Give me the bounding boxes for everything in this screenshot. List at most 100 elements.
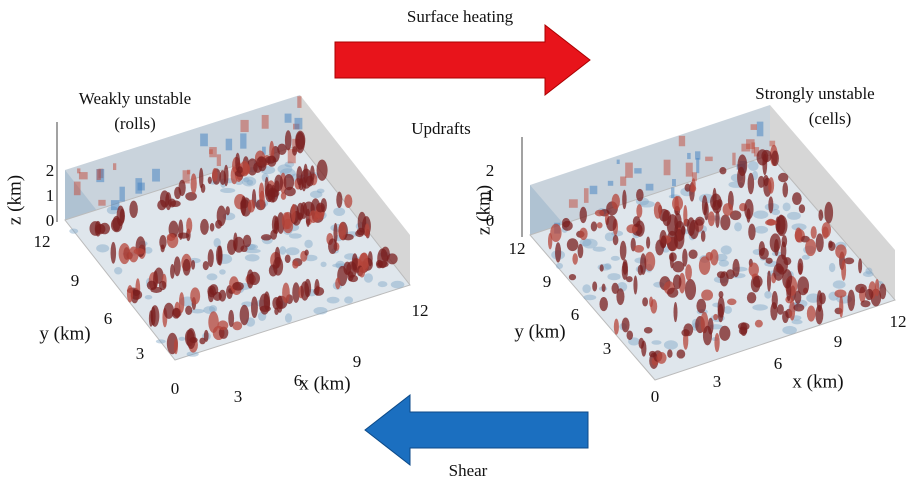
- wall-patch: [98, 199, 106, 206]
- x-tick-label: 9: [353, 352, 362, 371]
- updraft: [316, 159, 328, 181]
- updraft: [215, 219, 223, 229]
- blue-patch: [663, 340, 678, 350]
- updraft: [202, 260, 209, 271]
- updraft: [130, 289, 143, 300]
- updraft: [768, 196, 774, 214]
- updraft: [672, 196, 684, 212]
- updraft: [815, 305, 824, 325]
- updraft: [99, 222, 111, 235]
- updraft: [207, 285, 216, 298]
- updraft: [594, 209, 605, 217]
- updraft: [841, 259, 847, 281]
- z-axis-label: z (km): [473, 185, 494, 235]
- blue-patch: [279, 246, 287, 255]
- updraft: [380, 246, 390, 262]
- updraft: [792, 192, 802, 206]
- blue-patch: [155, 339, 166, 344]
- updraft: [684, 278, 697, 300]
- z-tick-label: 2: [486, 161, 495, 180]
- updraft: [847, 289, 856, 312]
- updraft: [351, 253, 358, 271]
- updraft: [173, 256, 181, 277]
- blue-patch: [377, 281, 388, 288]
- updraft: [669, 252, 674, 269]
- updraft: [240, 198, 249, 209]
- wall-patch: [671, 187, 675, 198]
- updraft: [684, 183, 691, 192]
- updraft: [719, 325, 731, 341]
- updraft: [656, 352, 667, 364]
- wall-patch: [137, 182, 145, 191]
- wall-patch: [696, 158, 700, 174]
- updraft: [209, 222, 215, 232]
- y-axis-label: y (km): [39, 323, 90, 344]
- blue-patch: [213, 237, 221, 248]
- updraft: [702, 325, 713, 346]
- wall-patch: [96, 169, 101, 180]
- blue-patch: [363, 273, 373, 283]
- wall-patch: [678, 135, 686, 147]
- updraft: [722, 203, 733, 216]
- blue-patch: [288, 233, 302, 239]
- updraft: [274, 174, 284, 192]
- updraft: [771, 290, 778, 310]
- updraft: [748, 223, 756, 241]
- wall-patch: [687, 152, 691, 160]
- updraft: [248, 271, 261, 286]
- updraft: [688, 249, 698, 260]
- updraft: [185, 305, 193, 315]
- updraft: [633, 275, 638, 295]
- blue-patch: [333, 207, 346, 217]
- blue-patch: [723, 306, 732, 314]
- wall-patch: [119, 186, 125, 202]
- updraft: [356, 227, 365, 236]
- wall-patch: [294, 117, 303, 130]
- updraft: [683, 205, 688, 226]
- updraft: [256, 156, 267, 168]
- blue-patch: [114, 266, 123, 275]
- updraft: [239, 304, 250, 326]
- updraft: [646, 236, 651, 249]
- updraft: [674, 229, 685, 250]
- updraft: [233, 232, 238, 252]
- blue-patch: [782, 325, 797, 335]
- updraft: [250, 296, 258, 319]
- y-tick-label: 12: [34, 232, 51, 251]
- updraft: [667, 349, 673, 358]
- blue-patch: [219, 269, 226, 275]
- updraft: [282, 282, 290, 304]
- updraft: [701, 195, 708, 216]
- z-tick-label: 0: [486, 211, 495, 230]
- x-tick-label: 6: [294, 371, 303, 390]
- updraft: [292, 282, 300, 303]
- updraft: [771, 150, 779, 167]
- updraft: [568, 273, 577, 281]
- blue-patch: [277, 164, 293, 174]
- z-tick-label: 1: [46, 186, 55, 205]
- z-axis-label: z (km): [4, 175, 25, 225]
- blue-patch: [344, 296, 354, 304]
- wall-patch: [607, 180, 614, 186]
- wall-patch: [691, 172, 697, 182]
- wall-patch: [583, 188, 589, 203]
- updraft: [191, 259, 196, 270]
- updraft: [611, 193, 620, 210]
- updraft: [805, 238, 817, 257]
- updraft: [653, 201, 662, 219]
- updraft: [165, 192, 172, 211]
- back-wall: [530, 105, 770, 235]
- updraft: [626, 276, 633, 283]
- updraft: [650, 299, 658, 314]
- updraft: [579, 206, 587, 224]
- panel-subtitle: (cells): [809, 109, 851, 128]
- updraft: [198, 167, 204, 189]
- updraft: [579, 227, 588, 241]
- blue-patch: [304, 254, 318, 262]
- updrafts-label: Updrafts: [411, 119, 470, 138]
- updraft: [118, 243, 131, 265]
- blue-patch: [241, 176, 257, 187]
- updraft: [619, 240, 627, 261]
- updraft: [592, 281, 598, 292]
- updraft: [207, 176, 212, 185]
